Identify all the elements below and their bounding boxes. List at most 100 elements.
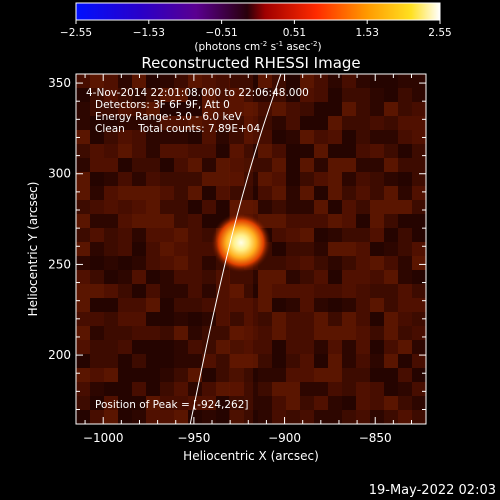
- colorbar-tick-label: −0.51: [206, 27, 238, 39]
- heatmap-cell: [132, 116, 146, 130]
- heatmap-cell: [146, 312, 160, 326]
- heatmap-cell: [370, 130, 384, 144]
- heatmap-cell: [104, 326, 118, 340]
- heatmap-cell: [286, 256, 300, 270]
- heatmap-cell: [160, 214, 174, 228]
- heatmap-cell: [314, 284, 328, 298]
- heatmap-cell: [328, 256, 342, 270]
- heatmap-cell: [356, 242, 370, 256]
- heatmap-cell: [132, 228, 146, 242]
- heatmap-cell: [328, 326, 342, 340]
- heatmap-cell: [118, 312, 132, 326]
- heatmap-cell: [258, 326, 272, 340]
- heatmap-cell: [370, 340, 384, 354]
- heatmap-cell: [146, 74, 160, 88]
- heatmap-cell: [132, 102, 146, 116]
- heatmap-cell: [90, 396, 104, 410]
- heatmap-cell: [244, 74, 258, 88]
- heatmap-cell: [230, 396, 244, 410]
- heatmap-cell: [398, 102, 412, 116]
- heatmap-cell: [314, 340, 328, 354]
- heatmap-cell: [104, 312, 118, 326]
- heatmap-cell: [104, 256, 118, 270]
- heatmap-cell: [118, 102, 132, 116]
- heatmap-cell: [258, 102, 272, 116]
- heatmap-cell: [76, 102, 90, 116]
- heatmap-cell: [328, 88, 342, 102]
- x-tick-label: −850: [359, 431, 392, 445]
- heatmap-cell: [272, 214, 286, 228]
- heatmap-cell: [132, 88, 146, 102]
- heatmap-cell: [188, 382, 202, 396]
- heatmap-cell: [244, 298, 258, 312]
- heatmap-cell: [188, 214, 202, 228]
- heatmap-cell: [202, 88, 216, 102]
- heatmap-cell: [118, 228, 132, 242]
- heatmap-cell: [160, 340, 174, 354]
- heatmap-cell: [328, 298, 342, 312]
- x-tick-label: −950: [177, 431, 210, 445]
- heatmap-cell: [118, 200, 132, 214]
- colorbar-tick-label: 1.53: [356, 27, 379, 39]
- heatmap-cell: [174, 256, 188, 270]
- heatmap-cell: [188, 298, 202, 312]
- heatmap-cell: [174, 88, 188, 102]
- heatmap-cell: [398, 116, 412, 130]
- heatmap-cell: [370, 214, 384, 228]
- heatmap-cell: [174, 284, 188, 298]
- heatmap-cell: [314, 172, 328, 186]
- heatmap-cell: [342, 172, 356, 186]
- heatmap-cell: [412, 158, 426, 172]
- heatmap-cell: [328, 396, 342, 410]
- heatmap-cell: [398, 312, 412, 326]
- colorbar-tick-label: 0.51: [283, 27, 306, 39]
- colorbar-tick-label: −2.55: [60, 27, 92, 39]
- heatmap-cell: [132, 74, 146, 88]
- colorbar-ticks: −2.55 −1.53 −0.51 0.51 1.53 2.55: [60, 20, 452, 39]
- heatmap-cell: [258, 382, 272, 396]
- heatmap-cell: [356, 88, 370, 102]
- heatmap-cell: [132, 144, 146, 158]
- heatmap-cell: [412, 74, 426, 88]
- heatmap-cell: [76, 326, 90, 340]
- heatmap-cell: [314, 354, 328, 368]
- heatmap-cell: [146, 326, 160, 340]
- heatmap-cell: [384, 256, 398, 270]
- y-tick-label: 200: [48, 348, 71, 362]
- heatmap-cell: [174, 200, 188, 214]
- heatmap-cell: [384, 74, 398, 88]
- heatmap-cell: [132, 368, 146, 382]
- heatmap-cell: [300, 298, 314, 312]
- heatmap-cell: [90, 158, 104, 172]
- heatmap-cell: [174, 326, 188, 340]
- heatmap-cell: [258, 284, 272, 298]
- heatmap-cell: [118, 74, 132, 88]
- heatmap-cell: [286, 354, 300, 368]
- heatmap-cell: [216, 102, 230, 116]
- heatmap-cell: [356, 368, 370, 382]
- heatmap-cell: [244, 410, 258, 424]
- heatmap-cell: [412, 410, 426, 424]
- heatmap-cell: [230, 186, 244, 200]
- heatmap-cell: [202, 144, 216, 158]
- heatmap-cell: [230, 102, 244, 116]
- heatmap-cell: [174, 186, 188, 200]
- y-axis-label: Heliocentric Y (arcsec): [26, 182, 40, 317]
- heatmap-cell: [286, 228, 300, 242]
- heatmap-cell: [90, 242, 104, 256]
- heatmap-cell: [202, 74, 216, 88]
- heatmap-cell: [146, 102, 160, 116]
- annotation-counts: Clean Total counts: 7.89E+04: [95, 123, 260, 135]
- heatmap-cell: [412, 116, 426, 130]
- heatmap-cell: [328, 382, 342, 396]
- heatmap-cell: [174, 382, 188, 396]
- heatmap-cell: [118, 270, 132, 284]
- heatmap-cell: [104, 74, 118, 88]
- heatmap-cell: [202, 186, 216, 200]
- heatmap-cell: [132, 256, 146, 270]
- heatmap-cell: [132, 270, 146, 284]
- heatmap-cell: [188, 368, 202, 382]
- heatmap-cell: [230, 410, 244, 424]
- heatmap-cell: [216, 88, 230, 102]
- heatmap-cell: [412, 144, 426, 158]
